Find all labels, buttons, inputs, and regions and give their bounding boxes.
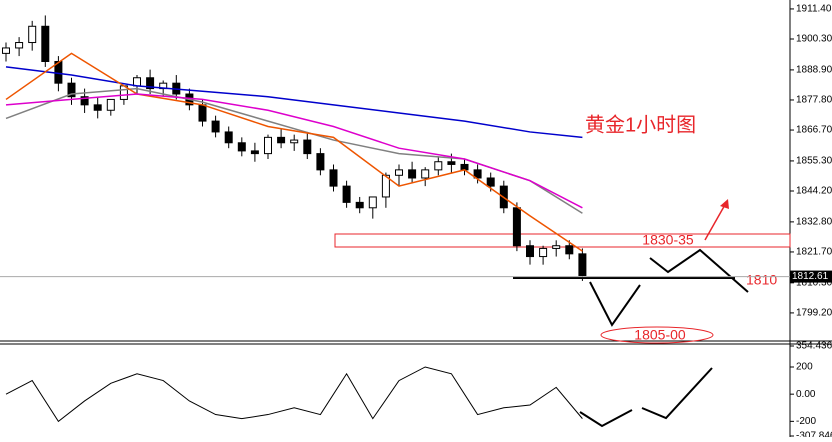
y-tick-label: 200 — [796, 362, 813, 373]
projection-arrow — [704, 202, 727, 241]
y-tick-label: 1900.30 — [796, 34, 832, 45]
resistance-box — [334, 233, 791, 248]
chart-title: 黄金1小时图 — [585, 113, 696, 136]
moving-average — [5, 66, 583, 139]
candle-body — [41, 25, 50, 62]
candle-body — [565, 245, 574, 255]
annotation: 1810 — [746, 272, 777, 288]
candle-body — [539, 247, 548, 258]
candle-body — [224, 131, 233, 144]
current-price-label: 1812.61 — [792, 271, 829, 282]
y-tick-label: 1866.70 — [796, 125, 832, 136]
y-tick-label: 1821.70 — [796, 247, 832, 258]
candle-body — [28, 25, 37, 44]
candle-body — [552, 245, 561, 249]
candle-body — [486, 177, 495, 187]
candle-body — [146, 77, 155, 90]
candle-body — [2, 47, 10, 54]
candle-body — [355, 201, 364, 209]
candle-body — [15, 42, 24, 49]
candle-body — [408, 169, 417, 179]
y-tick-label: -307.846 — [796, 431, 832, 437]
candle-body — [133, 77, 141, 87]
annotation: 1830-35 — [642, 232, 694, 248]
candle-body — [67, 82, 76, 98]
y-tick-label: 1844.20 — [796, 186, 832, 197]
annotation: 1805-00 — [634, 327, 686, 343]
target-ellipse — [600, 326, 714, 344]
y-tick-label: 1810.30 — [796, 277, 832, 288]
current-price-tag — [790, 270, 832, 283]
candle-body — [250, 150, 259, 155]
candle-body — [526, 245, 534, 258]
candle-body — [434, 161, 443, 171]
candle-body — [93, 104, 102, 111]
candle-body — [421, 169, 430, 179]
y-tick-label: 1877.80 — [796, 95, 832, 106]
candle-body — [460, 163, 469, 171]
oscillator-line — [5, 366, 583, 423]
candle-body — [303, 139, 312, 155]
candle-body — [578, 253, 587, 277]
y-tick-label: 1855.30 — [796, 156, 832, 167]
candle-body — [290, 139, 299, 144]
moving-average — [5, 93, 583, 209]
arrow-head — [720, 199, 729, 209]
candle-body — [473, 169, 482, 179]
candle-body — [329, 169, 338, 187]
projection-arrows — [579, 248, 749, 428]
moving-average — [5, 52, 583, 252]
candle-body — [106, 98, 115, 111]
y-tick-label: 1911.40 — [796, 4, 832, 15]
y-tick-label: 1832.80 — [796, 217, 832, 228]
candle-body — [264, 136, 272, 155]
candle-body — [237, 142, 246, 152]
candle-body — [277, 136, 286, 144]
candle-body — [512, 207, 521, 247]
y-tick-label: 1888.90 — [796, 65, 832, 76]
candle-body — [211, 120, 220, 133]
candle-body — [395, 169, 403, 176]
candle-body — [342, 185, 351, 203]
candle-body — [381, 174, 390, 198]
candle-body — [80, 96, 89, 106]
y-tick-label: -200 — [796, 416, 816, 427]
y-tick-label: 0.00 — [796, 389, 816, 400]
candle-body — [316, 153, 325, 171]
candle-body — [447, 161, 456, 165]
candle-body — [198, 104, 207, 122]
y-tick-label: 1799.20 — [796, 308, 832, 319]
candle-body — [368, 196, 377, 209]
